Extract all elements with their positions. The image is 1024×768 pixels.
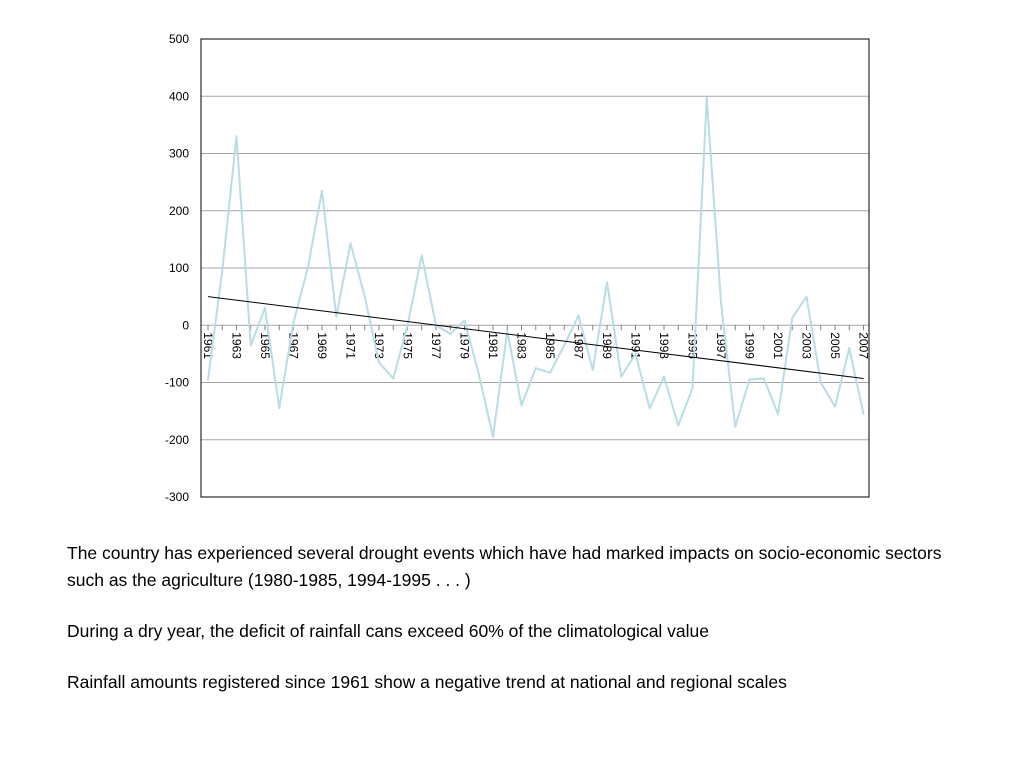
paragraph-negative-trend: Rainfall amounts registered since 1961 s… [67, 672, 787, 692]
x-axis-ticks: 1961 1963 1965 1967 1969 1971 1973 1975 1977 1979… [201, 325, 871, 359]
y-tick-label: 500 [169, 32, 189, 46]
trendline-group [207, 296, 864, 379]
data-point [563, 344, 566, 347]
data-point [463, 319, 466, 322]
data-point [663, 375, 665, 378]
data-point [335, 315, 338, 318]
data-point [492, 435, 494, 438]
data-point [278, 407, 281, 410]
data-point [834, 405, 836, 408]
data-point [207, 378, 209, 381]
data-point [677, 424, 680, 427]
data-point [506, 329, 509, 332]
paragraph-rainfall-deficit: During a dry year, the deficit of rainfa… [67, 621, 710, 641]
data-point [249, 344, 252, 347]
y-tick-label: -300 [165, 490, 189, 504]
data-point [477, 372, 480, 375]
x-tick-label: 1979 [458, 332, 472, 359]
data-point [363, 295, 366, 298]
data-point [406, 324, 409, 327]
data-point [292, 321, 295, 324]
y-tick-label: 400 [169, 89, 189, 103]
data-point [321, 189, 323, 192]
data-point [264, 307, 266, 310]
data-point [591, 368, 594, 371]
y-tick-label: 0 [182, 318, 189, 332]
x-tick-label: 1987 [572, 332, 586, 359]
x-tick-label: 1983 [515, 332, 529, 359]
data-point [349, 242, 352, 245]
data-point [634, 352, 637, 355]
trendline [207, 296, 864, 379]
x-tick-label: 1971 [344, 332, 358, 359]
x-tick-label: 2005 [828, 332, 842, 359]
data-point [520, 404, 523, 407]
rainfall-series-line [207, 96, 865, 438]
x-tick-label: 1985 [543, 332, 557, 359]
data-point [392, 377, 395, 380]
data-point [235, 135, 238, 138]
x-tick-label: 2001 [771, 332, 785, 359]
y-axis-ticks: 500 400 300 200 100 0 -100 -200 -300 [165, 32, 189, 504]
rainfall-anomaly-chart: 500 400 300 200 100 0 -100 -200 -300 1961 1963 196… [165, 32, 871, 504]
data-point [762, 377, 765, 380]
data-point [648, 407, 651, 410]
data-point [577, 314, 580, 317]
data-point [805, 295, 808, 298]
y-tick-label: 200 [169, 204, 189, 218]
y-tick-label: 100 [169, 261, 189, 275]
data-point [720, 301, 722, 304]
data-point [534, 367, 537, 370]
gridlines [201, 95, 869, 441]
x-tick-label: 2007 [857, 332, 871, 359]
data-point [748, 378, 751, 381]
x-tick-label: 1991 [629, 332, 643, 359]
data-point [449, 332, 452, 335]
x-tick-label: 1969 [315, 332, 329, 359]
plot-frame [200, 38, 870, 498]
slide-text: The country has experienced several drou… [67, 540, 967, 720]
y-tick-label: -200 [165, 433, 189, 447]
x-tick-label: 1989 [600, 332, 614, 359]
data-point [691, 387, 694, 390]
data-point [862, 412, 865, 415]
y-tick-label: -100 [165, 376, 189, 390]
x-tick-label: 1993 [657, 332, 671, 359]
x-tick-label: 1963 [230, 332, 244, 359]
data-point [734, 425, 737, 428]
data-point [606, 281, 608, 284]
x-tick-label: 1995 [686, 332, 700, 359]
data-point [420, 254, 423, 257]
data-point [378, 361, 380, 364]
y-tick-label: 300 [169, 147, 189, 161]
x-tick-label: 1973 [372, 332, 386, 359]
series-group [207, 96, 865, 438]
paragraph-drought-events: The country has experienced several drou… [67, 543, 942, 590]
data-point [819, 381, 822, 384]
data-point [306, 267, 309, 269]
data-point [705, 96, 708, 99]
x-tick-label: 1999 [743, 332, 757, 359]
data-point [777, 412, 779, 415]
x-tick-label: 1981 [486, 332, 500, 359]
data-point [791, 316, 794, 319]
x-tick-label: 2003 [800, 332, 814, 359]
data-point [620, 375, 623, 378]
data-point [221, 269, 224, 272]
data-point [848, 347, 851, 350]
x-tick-label: 1977 [429, 332, 443, 359]
data-point [549, 371, 551, 374]
